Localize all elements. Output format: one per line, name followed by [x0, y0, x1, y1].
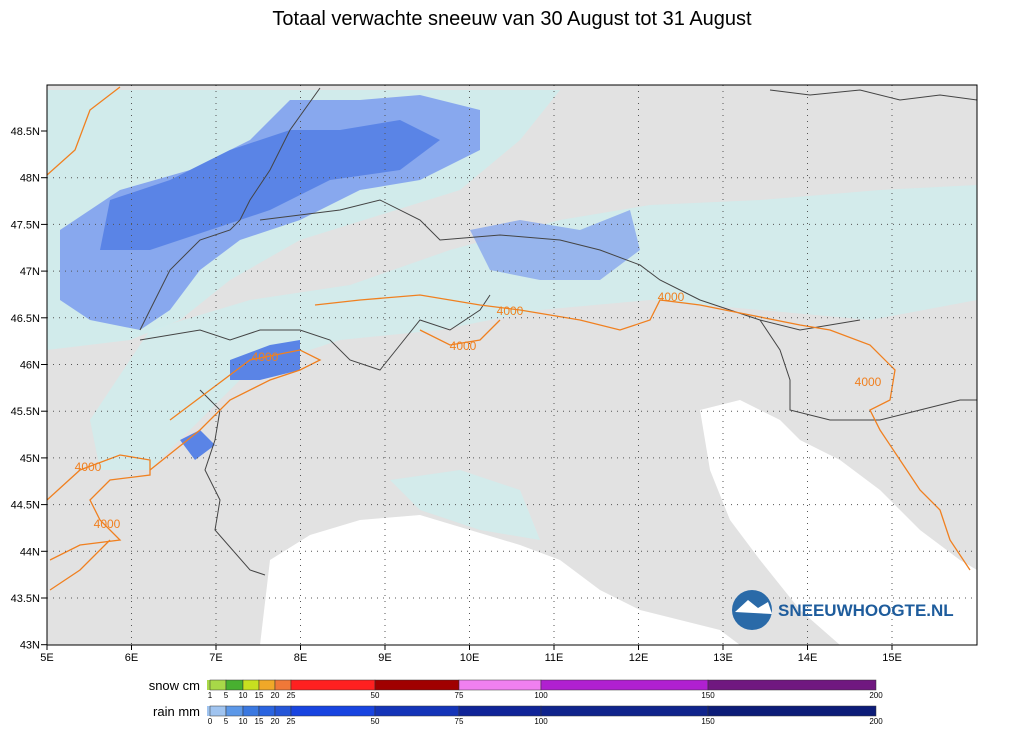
graticule: [47, 85, 977, 645]
map: [47, 85, 977, 645]
lat-label: 48N: [20, 173, 40, 185]
lat-label: 46.5N: [11, 313, 40, 325]
lat-label: 44.5N: [11, 500, 40, 512]
lat-label: 47.5N: [11, 219, 40, 231]
snow-area: [470, 210, 640, 280]
colorbar-segment: [458, 679, 542, 691]
colorbar-tick: 10: [239, 717, 248, 726]
lat-label: 48.5N: [11, 126, 40, 138]
colorbar-segment: [290, 705, 376, 717]
rain-area: [390, 470, 540, 540]
colorbar-tick: 20: [271, 717, 280, 726]
colorbar-segment: [242, 679, 260, 691]
colorbar-segment: [374, 705, 460, 717]
colorbar-tick: 200: [869, 691, 883, 700]
lat-label: 45.5N: [11, 406, 40, 418]
colorbar-tick: 50: [371, 717, 380, 726]
contour-label: 4000: [450, 339, 477, 353]
colorbar-segment: [209, 679, 227, 691]
lon-label: 9E: [378, 652, 391, 664]
lon-label: 5E: [40, 652, 53, 664]
colorbar-segment: [374, 679, 460, 691]
colorbar-tick: 1: [208, 691, 213, 700]
colorbar-tick: 150: [701, 717, 715, 726]
colorbar-segment: [225, 679, 244, 691]
lon-label: 6E: [125, 652, 138, 664]
colorbar-tick: 50: [371, 691, 380, 700]
colorbar-segment: [540, 679, 709, 691]
colorbar-tick: 10: [239, 691, 248, 700]
colorbar-segment: [274, 705, 292, 717]
lon-label: 7E: [209, 652, 222, 664]
snow-area: [180, 430, 215, 460]
colorbar-segment: [290, 679, 376, 691]
colorbar-tick: 150: [701, 691, 715, 700]
lon-label: 10E: [460, 652, 480, 664]
lon-label: 12E: [629, 652, 649, 664]
colorbar-tick: 5: [224, 717, 229, 726]
colorbar-tick: 75: [455, 691, 464, 700]
colorbar-tick: 20: [271, 691, 280, 700]
colorbar-segment: [274, 679, 292, 691]
colorbar-tick: 100: [534, 691, 548, 700]
logo-mountain: [735, 600, 772, 614]
lat-label: 45N: [20, 453, 40, 465]
legend-label: snow cm: [149, 678, 200, 693]
colorbar-segment: [707, 679, 877, 691]
lon-label: 13E: [713, 652, 733, 664]
colorbar-segment: [540, 705, 709, 717]
colorbar-start: [207, 680, 210, 690]
contours-4000: [47, 86, 971, 591]
ligurian-sea: [260, 515, 740, 645]
snow-area: [230, 340, 300, 380]
colorbar-segment: [458, 705, 542, 717]
logo: SNEEUWHOOGTE.NL: [732, 590, 954, 630]
lat-label: 47N: [20, 266, 40, 278]
lat-label: 46N: [20, 360, 40, 372]
adriatic-sea: [700, 400, 977, 645]
colorbar-tick: 100: [534, 717, 548, 726]
colorbar-segment: [225, 705, 244, 717]
legend-label: rain mm: [153, 704, 200, 719]
lon-label: 14E: [798, 652, 818, 664]
lat-label: 44N: [20, 546, 40, 558]
contour-label: 4000: [94, 517, 121, 531]
contour-label: 4000: [252, 350, 279, 364]
logo-text: SNEEUWHOOGTE.NL: [778, 601, 954, 620]
lon-label: 8E: [294, 652, 307, 664]
colorbar-tick: 200: [869, 717, 883, 726]
lon-label: 11E: [545, 652, 564, 664]
colorbar-segment: [258, 679, 276, 691]
lat-label: 43N: [20, 640, 40, 652]
title: Totaal verwachte sneeuw van 30 August to…: [272, 8, 752, 30]
colorbar-segment: [707, 705, 877, 717]
colorbar-tick: 15: [255, 717, 264, 726]
colorbar-segment: [258, 705, 276, 717]
snow-area: [100, 120, 440, 250]
colorbar-tick: 0: [208, 717, 213, 726]
contour-label: 4000: [75, 460, 102, 474]
lon-label: 15E: [882, 652, 902, 664]
colorbar-segment: [242, 705, 260, 717]
contour-label: 4000: [658, 290, 685, 304]
lat-label: 43.5N: [11, 593, 40, 605]
colorbar-tick: 75: [455, 717, 464, 726]
contour-label: 4000: [497, 304, 524, 318]
colorbar-segment: [209, 705, 227, 717]
rain-area: [90, 185, 977, 470]
colorbar-tick: 25: [287, 717, 296, 726]
colorbar-tick: 15: [255, 691, 264, 700]
colorbar-tick: 25: [287, 691, 296, 700]
colorbar-start: [207, 706, 210, 716]
colorbar-tick: 5: [224, 691, 229, 700]
contour-label: 4000: [855, 375, 882, 389]
